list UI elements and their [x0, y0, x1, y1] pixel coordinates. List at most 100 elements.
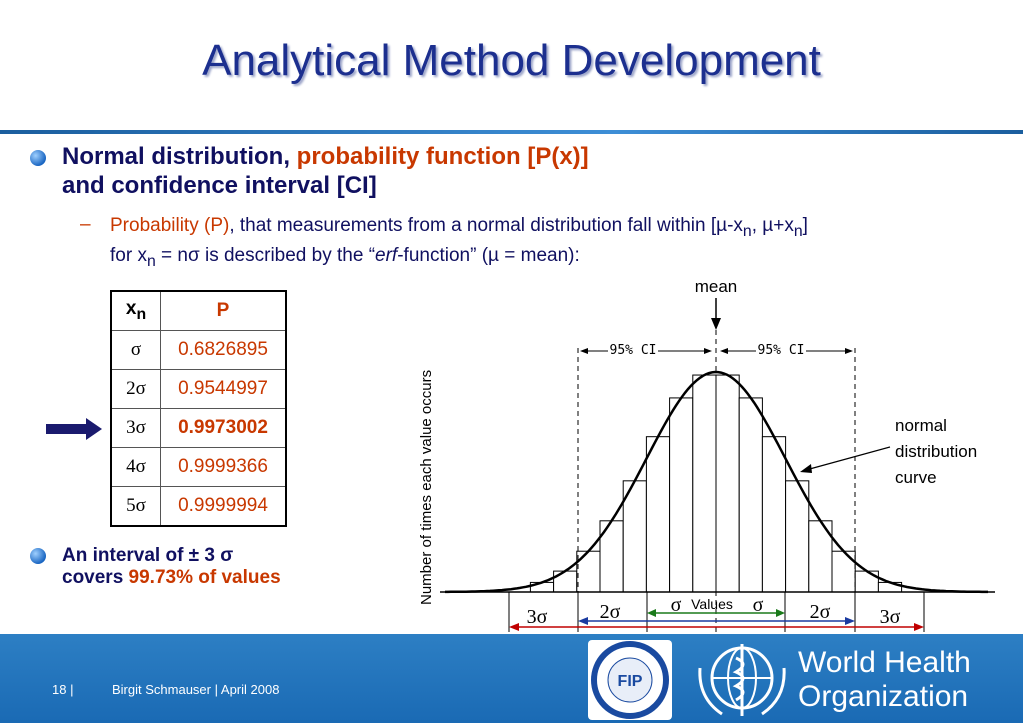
arrowhead-icon: [647, 609, 656, 617]
label-bg: [802, 600, 838, 620]
ci-left-label-bg: [608, 341, 658, 357]
header-p: P: [160, 290, 287, 331]
table-row: 3σ 0.9973002: [110, 408, 287, 448]
cell-p: 0.9999994: [160, 486, 287, 527]
arrowhead-icon: [580, 348, 588, 354]
cell-p: 0.9544997: [160, 369, 287, 409]
sub-text-1: , that measurements from a normal distri…: [229, 215, 743, 236]
cell-x: 5σ: [110, 486, 161, 527]
bullet1-highlight: probability function [P(x)]: [296, 143, 589, 170]
page-sep: |: [70, 682, 74, 697]
table-row: 5σ 0.9999994: [110, 486, 287, 527]
arrowhead-icon: [704, 348, 712, 354]
sub-text-5: = nσ is described by the “: [155, 244, 376, 266]
curve-label-1: normal: [895, 416, 947, 435]
histogram-bar: [669, 397, 694, 593]
footer-date: April 2008: [220, 682, 280, 697]
histogram-bar: [553, 570, 578, 593]
arrowhead-icon: [776, 609, 785, 617]
label-2sigma-left: 2σ: [600, 601, 621, 623]
curve-label-3: curve: [895, 468, 937, 487]
label-3sigma-right: 3σ: [880, 606, 901, 628]
who-line1: World Health: [798, 646, 971, 679]
label-2sigma-right: 2σ: [810, 601, 831, 623]
label-bg: [592, 600, 628, 620]
header-n: n: [136, 305, 147, 323]
arrowhead-icon: [509, 623, 519, 631]
who-line2: Organization: [798, 680, 969, 713]
cell-x: 3σ: [110, 408, 161, 448]
arrowhead-icon: [914, 623, 924, 631]
bullet-interval: An interval of ± 3 σ covers 99.73% of va…: [62, 545, 281, 589]
histogram-bar: [576, 550, 601, 593]
highlight-arrow-icon: [46, 418, 102, 440]
normal-curve: [445, 370, 988, 594]
arrowhead-icon: [578, 617, 588, 625]
bullet-icon: [30, 150, 46, 166]
bullet-normal-distribution: Normal distribution, probability functio…: [62, 142, 589, 200]
header-x: x: [125, 298, 137, 320]
sub-text-4: for x: [110, 244, 147, 266]
footer-bar: [0, 634, 1023, 723]
histogram-bar: [645, 436, 671, 593]
footer-author: Birgit Schmauser | April 2008: [112, 682, 279, 697]
table-row: 2σ 0.9544997: [110, 369, 287, 409]
slide-title: Analytical Method Development: [202, 36, 821, 85]
ci-right-label-bg: [756, 341, 806, 357]
table-row: σ 0.6826895: [110, 330, 287, 370]
cell-x: 4σ: [110, 447, 161, 487]
pointer-arrowhead-icon: [800, 464, 812, 473]
arrowhead-icon: [845, 617, 855, 625]
bullet2-line1: An interval of ± 3 σ: [62, 545, 234, 566]
bullet2-highlight: 99.73% of values: [128, 567, 281, 588]
label-sigma-left: σ: [671, 594, 682, 616]
arrowhead-icon: [845, 348, 853, 354]
sub-bullet-dash: –: [80, 214, 91, 235]
fip-text: FIP: [618, 673, 643, 690]
curve-label-2: distribution: [895, 442, 977, 461]
bullet1-line2: and confidence interval [CI]: [62, 172, 377, 199]
label-bg: [519, 603, 555, 625]
who-logo-text: World Health Organization: [798, 646, 971, 714]
sub-n-1: n: [742, 222, 752, 240]
table-row: 4σ 0.9999366: [110, 447, 287, 487]
ci-left-label: 95% CI: [610, 343, 657, 358]
cell-p: 0.9999366: [160, 447, 287, 487]
label-bg: [872, 603, 908, 625]
who-emblem-icon: [698, 644, 786, 716]
page-number: 18 |: [52, 682, 73, 697]
cell-x: 2σ: [110, 369, 161, 409]
histogram-bar: [831, 550, 856, 593]
probability-term: Probability (P): [110, 215, 230, 236]
mean-label: mean: [695, 277, 738, 296]
histogram-bar: [715, 374, 740, 593]
erf-term: erf: [375, 244, 398, 266]
curve-pointer: [805, 446, 891, 471]
histogram-bar: [761, 436, 787, 593]
cell-p: 0.6826895: [160, 330, 287, 370]
table-header-row: xn P: [110, 290, 287, 331]
ci-right-label: 95% CI: [758, 343, 805, 358]
author-sep: |: [214, 682, 218, 697]
label-3sigma-left: 3σ: [527, 606, 548, 628]
sub-bullet-probability: Probability (P), that measurements from …: [110, 214, 1010, 274]
histogram-bar: [738, 397, 763, 593]
histogram-bar: [854, 570, 879, 593]
mean-arrowhead-icon: [711, 318, 721, 330]
bullet-icon: [30, 548, 46, 564]
values-label: Values: [691, 596, 733, 612]
arrowhead-icon: [720, 348, 728, 354]
header-xn: xn: [110, 290, 161, 331]
cell-p: 0.9973002: [160, 408, 287, 448]
sub-text-3: ]: [802, 215, 808, 236]
histogram-bar: [692, 374, 717, 593]
page-num: 18: [52, 682, 67, 697]
fip-seal-icon: FIP: [591, 641, 669, 719]
bullet1-text: Normal distribution,: [62, 143, 297, 170]
sub-n-2: n: [793, 222, 803, 240]
title-divider: [0, 130, 1023, 134]
label-sigma-right: σ: [753, 594, 764, 616]
sub-n-3: n: [146, 252, 156, 270]
sub-text-2: , µ+x: [751, 215, 794, 236]
